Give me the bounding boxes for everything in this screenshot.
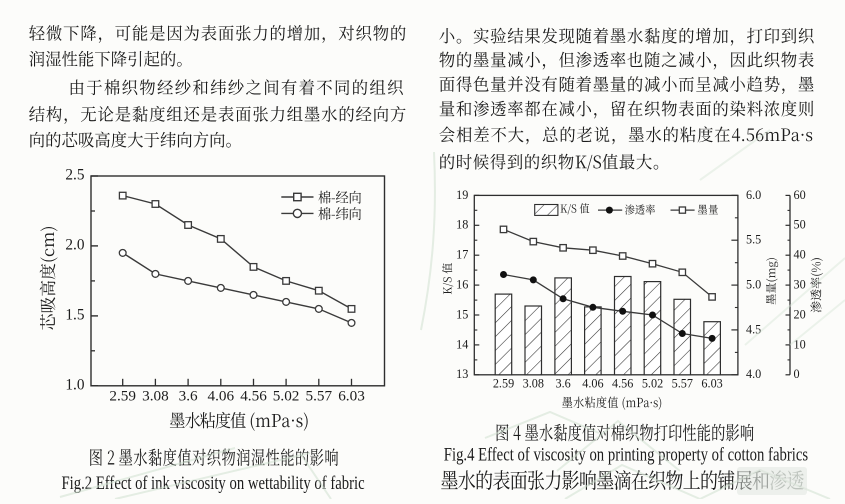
svg-text:5.02: 5.02	[273, 388, 300, 405]
svg-text:20: 20	[794, 307, 806, 321]
svg-text:3.08: 3.08	[523, 376, 544, 390]
svg-text:1.5: 1.5	[65, 306, 84, 323]
svg-text:19: 19	[456, 188, 468, 202]
svg-text:3.6: 3.6	[555, 376, 570, 390]
svg-text:14: 14	[456, 337, 468, 351]
svg-text:5.02: 5.02	[642, 376, 663, 390]
svg-text:50: 50	[794, 218, 806, 232]
svg-text:6.0: 6.0	[746, 188, 761, 202]
svg-text:40: 40	[794, 248, 806, 262]
svg-text:4.56: 4.56	[612, 376, 633, 390]
svg-text:6.03: 6.03	[701, 376, 722, 390]
svg-text:15: 15	[456, 307, 468, 321]
svg-text:1.0: 1.0	[65, 376, 84, 393]
svg-text:10: 10	[794, 337, 806, 351]
svg-text:2.5: 2.5	[65, 167, 84, 184]
svg-text:3.08: 3.08	[142, 388, 169, 405]
svg-text:5.5: 5.5	[746, 233, 761, 247]
svg-text:5.57: 5.57	[672, 376, 693, 390]
svg-text:18: 18	[456, 218, 468, 232]
svg-text:4.0: 4.0	[746, 367, 761, 381]
svg-text:13: 13	[456, 367, 468, 381]
svg-text:4.06: 4.06	[582, 376, 603, 390]
svg-text:4.5: 4.5	[746, 322, 761, 336]
svg-text:0: 0	[794, 367, 800, 381]
svg-text:2.59: 2.59	[493, 376, 514, 390]
svg-text:30: 30	[794, 278, 806, 292]
svg-text:2.0: 2.0	[65, 236, 84, 253]
svg-text:60: 60	[794, 188, 806, 202]
svg-text:5.0: 5.0	[746, 278, 761, 292]
svg-text:5.57: 5.57	[306, 388, 333, 405]
svg-text:3.6: 3.6	[179, 388, 198, 405]
svg-text:4.56: 4.56	[240, 388, 267, 405]
svg-text:16: 16	[456, 278, 468, 292]
svg-text:Fig.2 Effect of ink viscosity: Fig.2 Effect of ink viscosity on wettabi…	[62, 473, 365, 494]
svg-text:4.06: 4.06	[208, 388, 235, 405]
svg-text:17: 17	[456, 248, 468, 262]
svg-text:Fig.4 Effect of viscosity on p: Fig.4 Effect of viscosity on printing pr…	[444, 445, 808, 466]
svg-text:6.03: 6.03	[338, 388, 365, 405]
svg-text:2.59: 2.59	[109, 388, 136, 405]
